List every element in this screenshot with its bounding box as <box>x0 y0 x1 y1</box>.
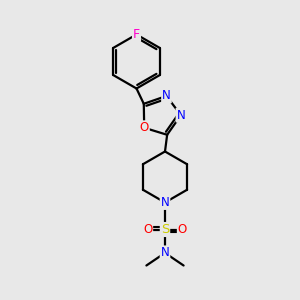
Text: O: O <box>143 223 152 236</box>
Text: N: N <box>162 89 171 103</box>
Text: O: O <box>178 223 187 236</box>
Text: F: F <box>133 28 140 41</box>
Text: N: N <box>160 196 169 209</box>
Text: O: O <box>140 121 149 134</box>
Text: N: N <box>160 246 169 260</box>
Text: S: S <box>161 223 169 236</box>
Text: N: N <box>176 109 185 122</box>
